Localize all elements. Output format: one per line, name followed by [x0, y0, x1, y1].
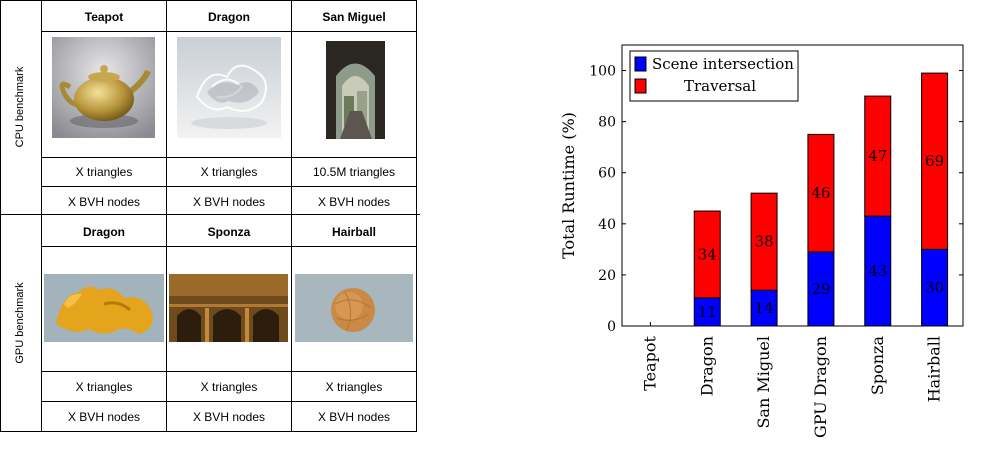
- bar-segment: [750, 192, 778, 291]
- san-miguel-render: [326, 41, 385, 139]
- triangle-count: X triangles: [200, 380, 258, 394]
- cpu-benchmark-label: CPU benchmark: [14, 66, 26, 148]
- data-label: 38: [755, 233, 774, 251]
- gpu-benchmark-label: GPU benchmark: [14, 282, 26, 364]
- legend-label: Scene intersection: [652, 55, 794, 73]
- bvh-node-count: X BVH nodes: [67, 410, 141, 424]
- data-label: 47: [868, 147, 887, 165]
- bvh-node-count: X BVH nodes: [192, 195, 266, 209]
- bvh-node-count: X BVH nodes: [317, 410, 391, 424]
- bar-segment: [693, 210, 721, 299]
- table-line: [41, 401, 417, 402]
- y-axis-label: Total Runtime (%): [559, 112, 578, 259]
- column-header: Dragon: [83, 225, 125, 239]
- x-tick-label: Hairball: [925, 336, 944, 402]
- y-tick-label: 40: [598, 217, 616, 233]
- y-tick-label: 100: [589, 64, 616, 80]
- bar-segment: [921, 72, 949, 250]
- y-tick-label: 20: [598, 268, 616, 284]
- table-border-top: [0, 0, 417, 1]
- table-line: [291, 0, 292, 432]
- table-section-divider: [0, 214, 420, 215]
- data-label: 69: [925, 152, 944, 170]
- data-label: 43: [868, 262, 887, 280]
- triangle-count: X triangles: [200, 165, 258, 179]
- data-label: 11: [698, 303, 717, 321]
- table-line: [41, 246, 417, 247]
- runtime-bar-chart: 0 20 40 60 80 100 Total Runtime (%) Teapot 11 34 D…: [559, 44, 964, 438]
- y-tick-label: 0: [607, 319, 616, 335]
- glass-dragon-render: [177, 37, 281, 138]
- bar-segment: [693, 297, 721, 327]
- hairball-render: [295, 274, 413, 342]
- table-line: [41, 371, 417, 372]
- table-border-bottom: [0, 431, 417, 432]
- data-label: 46: [811, 184, 830, 202]
- table-line: [41, 0, 42, 432]
- data-label: 30: [925, 279, 944, 297]
- column-header: San Miguel: [322, 10, 386, 24]
- table-border-right: [416, 0, 417, 432]
- triangle-count: X triangles: [75, 380, 133, 394]
- triangle-count: X triangles: [325, 380, 383, 394]
- sponza-render: [169, 274, 288, 342]
- triangle-count: 10.5M triangles: [312, 165, 396, 179]
- legend-label: Traversal: [684, 77, 756, 95]
- data-label: 14: [755, 299, 774, 317]
- y-tick-label: 60: [598, 166, 616, 182]
- benchmark-table: CPU benchmark GPU benchmark Teapot Drago…: [0, 0, 420, 432]
- table-line: [41, 157, 417, 158]
- x-tick-label: Teapot: [640, 335, 659, 390]
- bar-segment: [921, 248, 949, 327]
- legend-box: [629, 50, 799, 102]
- table-line: [41, 186, 417, 187]
- bar-segment: [807, 133, 835, 253]
- column-header: Sponza: [207, 225, 251, 239]
- legend-swatch: [634, 56, 647, 72]
- x-tick-label: GPU Dragon: [811, 336, 830, 438]
- bar-segment: [864, 95, 892, 217]
- bvh-node-count: X BVH nodes: [317, 195, 391, 209]
- x-tick-label: Dragon: [697, 336, 716, 396]
- bvh-node-count: X BVH nodes: [67, 195, 141, 209]
- triangle-count: X triangles: [75, 165, 133, 179]
- data-label: 34: [698, 245, 717, 263]
- teapot-render: [52, 37, 155, 138]
- table-border-left: [0, 0, 1, 432]
- bvh-node-count: X BVH nodes: [192, 410, 266, 424]
- table-line: [41, 31, 417, 32]
- x-tick-label: San Miguel: [754, 336, 773, 429]
- x-tick-label: Sponza: [868, 336, 887, 396]
- column-header: Dragon: [208, 10, 250, 24]
- bar-segment: [807, 251, 835, 327]
- bar-segment: [750, 289, 778, 327]
- table-line: [166, 0, 167, 432]
- column-header: Hairball: [331, 225, 376, 239]
- golden-dragon-render: [44, 274, 164, 342]
- legend-swatch: [634, 78, 647, 94]
- column-header: Teapot: [84, 10, 124, 24]
- data-label: 29: [811, 280, 830, 298]
- plot-frame: [621, 44, 964, 327]
- y-tick-label: 80: [598, 115, 616, 131]
